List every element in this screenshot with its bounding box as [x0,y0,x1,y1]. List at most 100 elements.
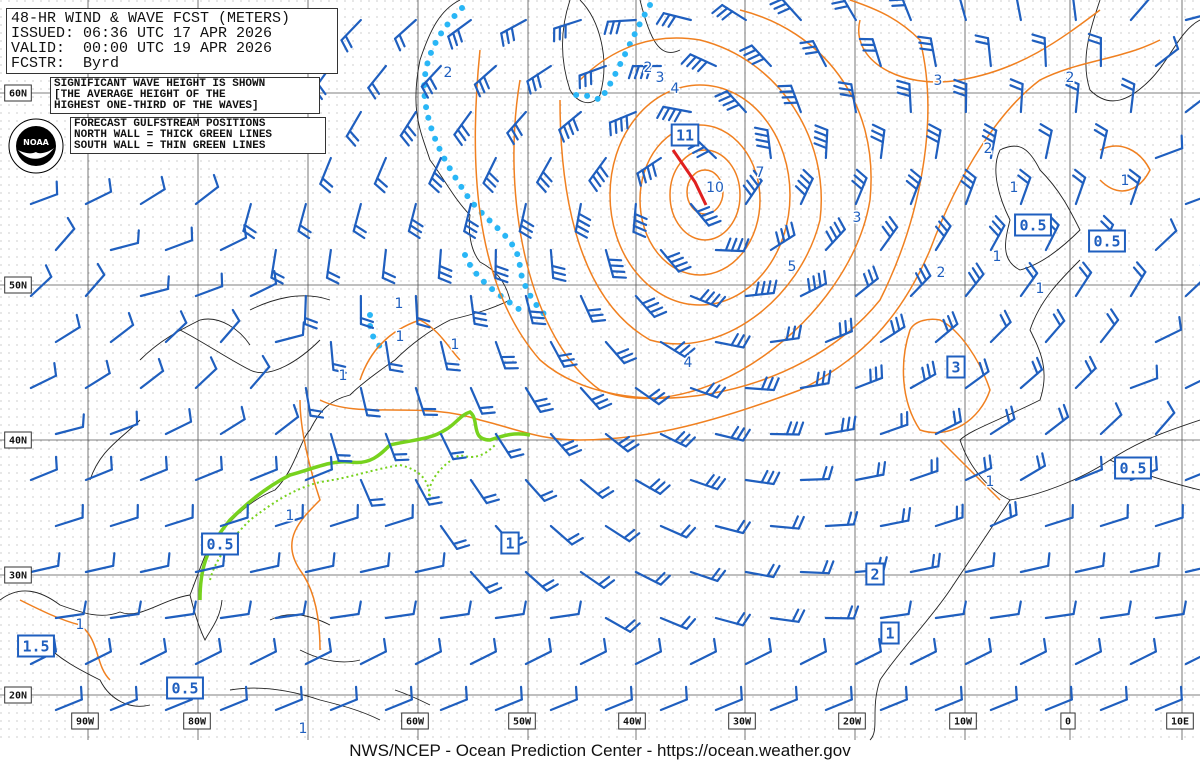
wind-barb [109,503,139,528]
wind-barb [249,354,271,390]
wind-barb [656,105,692,123]
wind-barb [536,156,553,193]
svg-text:20W: 20W [843,717,862,728]
wind-barb [414,478,443,506]
gulfstream-note-line: NORTH WALL = THICK GREEN LINES [74,129,273,141]
wind-barb [1019,452,1047,482]
wind-barb [524,386,554,413]
wind-barb [1099,685,1128,712]
wind-barb [964,552,996,574]
wind-barb [608,110,637,137]
svg-text:80W: 80W [188,717,207,728]
wind-barb [934,215,952,252]
wind-barb [439,524,471,550]
wind-barb [989,600,1022,620]
wind-barb [84,552,116,574]
svg-text:0: 0 [1065,717,1071,728]
svg-text:1.5: 1.5 [22,637,49,655]
wind-barb [579,478,615,499]
wind-barb [714,519,751,535]
wind-barb [1072,168,1087,206]
wind-barb [524,478,558,502]
wind-barb [447,18,472,50]
wind-barb [604,432,640,453]
contour-label: 1 [299,721,308,737]
wind-barb [304,386,325,419]
wind-barb [794,168,814,206]
wind-barb [329,340,347,374]
wind-barb [54,600,87,620]
wind-barb [164,408,193,436]
wind-barb [1031,33,1047,68]
gulfstream-note: FORECAST GULFSTREAM POSITIONS NORTH WALL… [70,117,326,154]
wind-barb [1074,261,1093,298]
wind-barb [753,126,772,160]
wind-barb [384,685,413,712]
wind-barb [303,294,318,330]
wind-barb [381,248,397,285]
wind-barb [1044,600,1077,620]
wind-barb [420,64,442,99]
wind-barb [1044,503,1074,528]
wind-barb [604,524,641,543]
lat-label: 50N [4,276,32,294]
wind-barb [989,501,1018,528]
wind-barb [139,455,168,482]
wind-barb [909,457,939,482]
lon-label: 40W [618,712,646,730]
wind-barb [1184,197,1200,206]
lon-label: 60W [401,712,429,730]
wind-barb [109,685,138,712]
wind-barb [824,317,853,344]
wind-barb [329,600,362,620]
wave-height-max-label: 0.5 [1114,456,1152,480]
wind-barb [1093,123,1109,160]
lat-label: 60N [4,84,32,102]
wind-barb [634,570,671,586]
wind-barb [909,360,937,390]
max-wind-vector [671,149,708,206]
contour-label: 1 [451,337,460,353]
wind-barb [373,156,388,194]
svg-text:50W: 50W [513,717,532,728]
wind-barb [384,600,417,620]
wind-barb [960,168,977,206]
wind-barb [219,600,252,620]
wind-barb [689,474,727,491]
contour-label: 2 [444,65,453,81]
lat-label: 20N [4,686,32,704]
contour-label: 1 [396,329,405,345]
contour-label: 4 [684,355,693,371]
noaa-logo: NOAA [8,118,64,174]
wind-barb [604,685,633,712]
wind-barb [1009,78,1024,114]
wind-barb [1184,99,1200,114]
wind-barb [164,503,194,528]
lon-label: 0 [1060,712,1076,730]
wind-barb [909,263,932,298]
wind-barb [634,386,671,406]
wind-barb [164,600,197,620]
wind-barb [689,637,718,666]
wind-barb [831,0,857,22]
wind-barb [1019,637,1048,666]
contour-label: 1 [395,296,404,312]
wind-barb [689,289,727,308]
wind-barb [549,600,582,620]
wind-barb [714,685,743,712]
wind-barb [689,202,722,227]
wind-barb [989,405,1016,436]
wind-barb [879,600,912,620]
wind-barb [655,12,692,28]
wave-height-max-label: 1.5 [17,634,55,658]
wave-height-max-label: 0.5 [1014,213,1052,237]
wind-barb [879,685,908,712]
wind-barb [934,600,967,620]
wind-barb [304,637,333,666]
wind-barb [494,432,525,459]
wind-barb [588,156,609,193]
svg-text:50N: 50N [9,281,27,292]
ice-edge-west [421,5,548,318]
wind-barb [1019,356,1044,390]
wave-height-max-label: 0.5 [1088,229,1126,253]
